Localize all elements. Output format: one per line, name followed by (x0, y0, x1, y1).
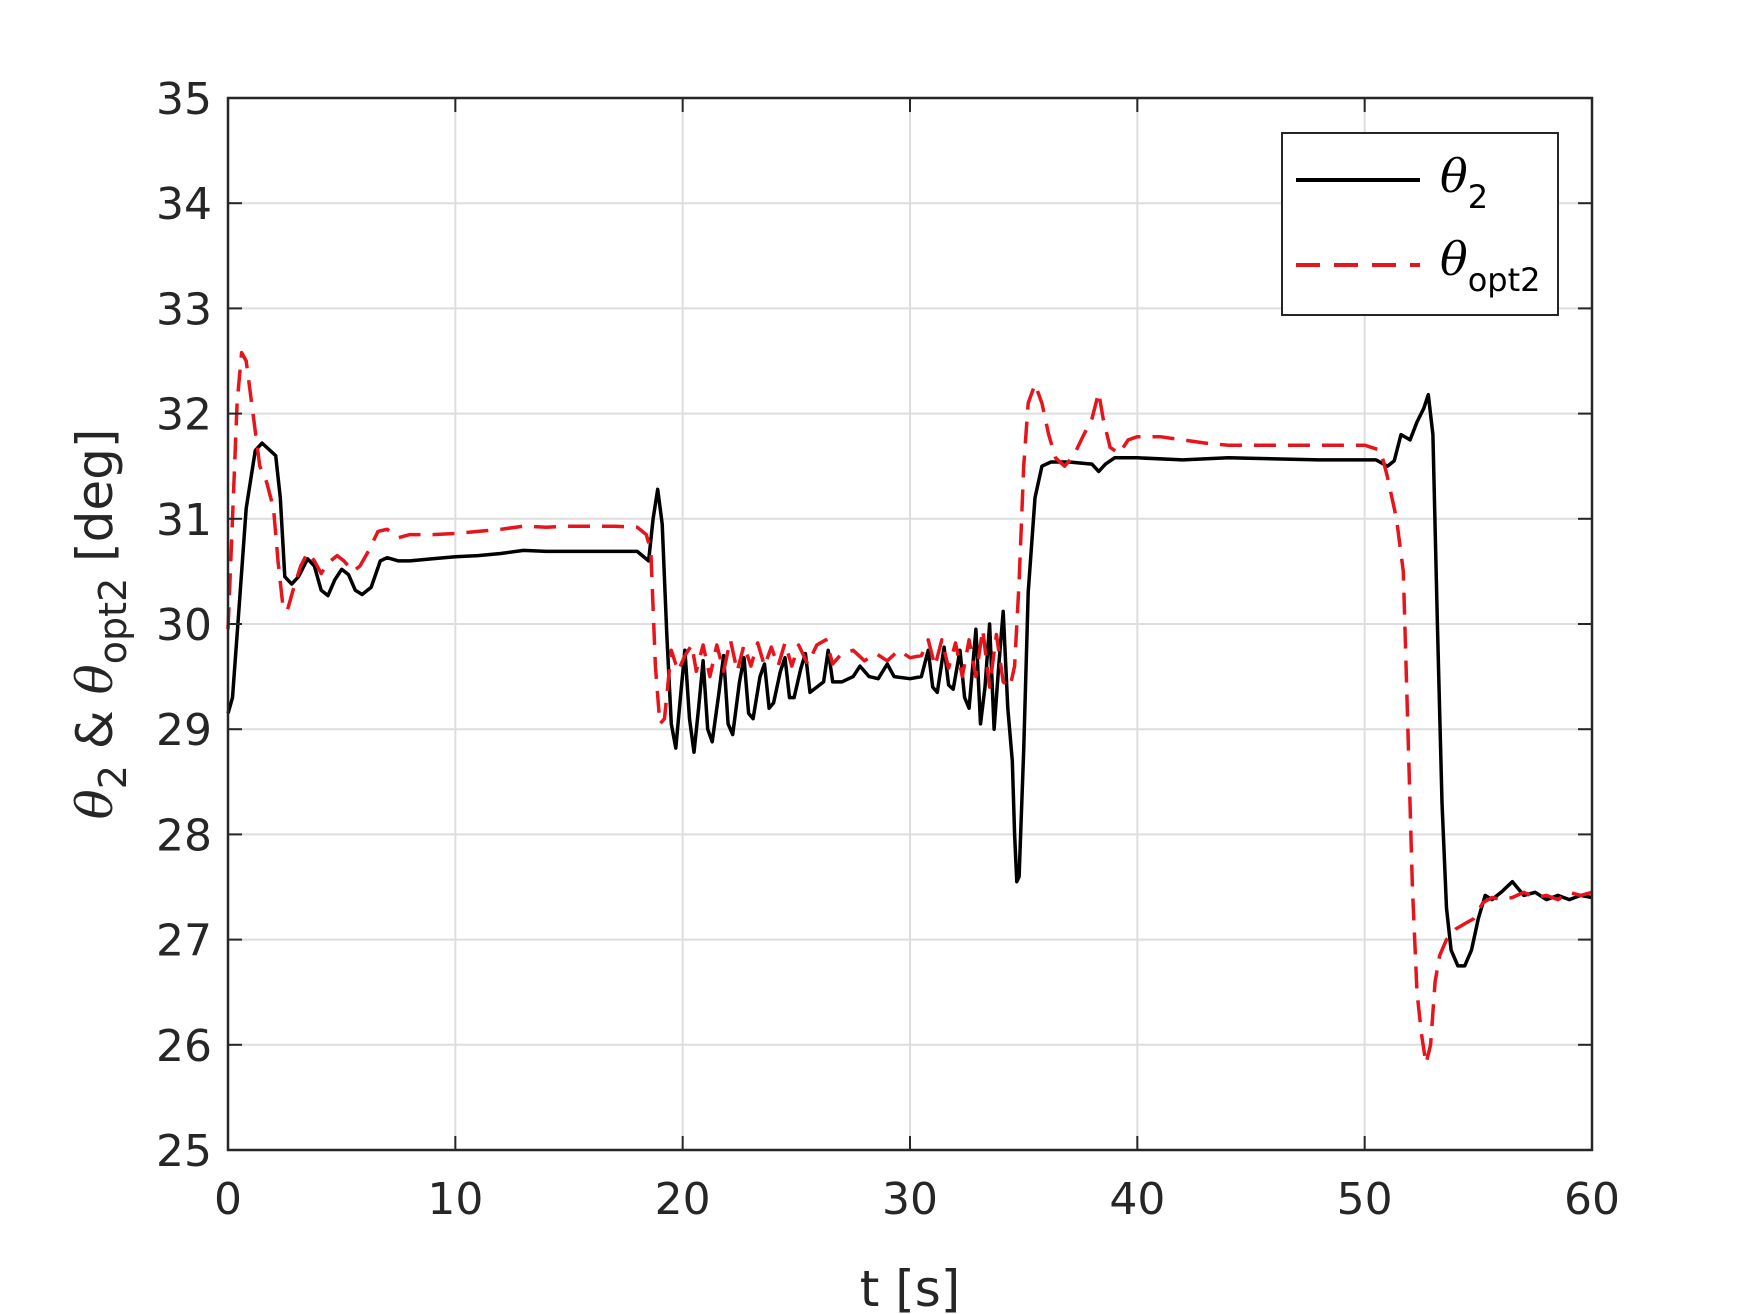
y-title-theta-1: θ (66, 789, 124, 819)
legend-label-thetaopt2: θopt2 (1440, 232, 1541, 299)
y-tick-label: 32 (156, 390, 212, 441)
legend-label-theta2: θ2 (1440, 149, 1488, 216)
y-tick-label: 35 (156, 74, 212, 125)
x-tick-label: 40 (1109, 1174, 1165, 1225)
series-lines (226, 350, 1593, 1066)
grid-lines (228, 98, 1592, 1150)
legend: θ2 θopt2 (1281, 132, 1559, 316)
x-axis-title: t [s] (860, 1260, 961, 1314)
svg-text:θ2 & θopt2 [deg]: θ2 & θopt2 [deg] (66, 429, 135, 820)
y-tick-label: 30 (156, 600, 212, 651)
x-tick-label: 0 (214, 1174, 242, 1225)
x-tick-label: 20 (655, 1174, 711, 1225)
x-tick-label: 50 (1337, 1174, 1393, 1225)
y-tick-label: 29 (156, 705, 212, 756)
y-tick-label: 34 (156, 179, 212, 230)
x-tick-label: 60 (1564, 1174, 1620, 1225)
y-axis-title: θ2 & θopt2 [deg] (66, 429, 135, 820)
series-line-0 (226, 392, 1593, 968)
y-title-theta-2: θ (66, 664, 124, 694)
y-tick-label: 33 (156, 284, 212, 335)
y-tick-label: 25 (156, 1126, 212, 1177)
y-tick-label: 28 (156, 810, 212, 861)
x-tick-label: 10 (427, 1174, 483, 1225)
y-title-sub-1: 2 (91, 765, 135, 789)
x-tick-label: 30 (882, 1174, 938, 1225)
y-title-amp: & (66, 694, 124, 765)
axis-ticks: 0 10 20 30 40 50 60 25 26 27 28 29 30 31 32 33 34 35 (156, 74, 1620, 1225)
y-title-unit: [deg] (66, 429, 124, 578)
y-tick-label: 31 (156, 495, 212, 546)
series-line-1 (226, 350, 1593, 1066)
y-tick-label: 26 (156, 1021, 212, 1072)
legend-box (1281, 132, 1559, 316)
y-tick-label: 27 (156, 916, 212, 967)
y-title-sub-2: opt2 (91, 578, 135, 664)
